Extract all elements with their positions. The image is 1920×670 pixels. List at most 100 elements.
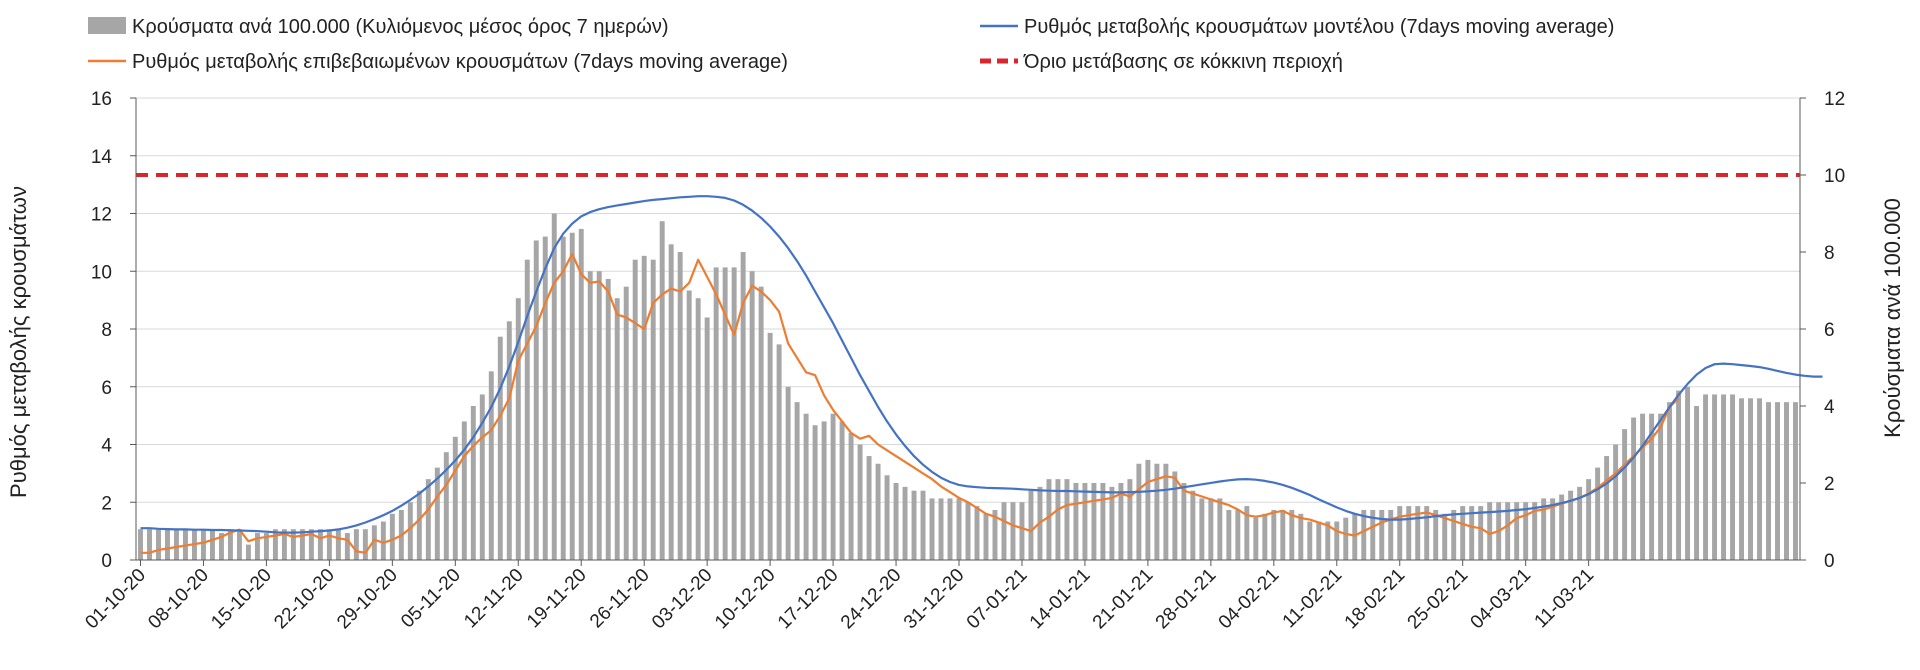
bar bbox=[1118, 483, 1124, 560]
bar bbox=[650, 259, 656, 560]
bar bbox=[344, 533, 350, 560]
bar bbox=[1064, 479, 1070, 560]
bar bbox=[1019, 502, 1025, 560]
y-right-tick-label: 8 bbox=[1824, 243, 1835, 264]
bar bbox=[884, 475, 890, 560]
bar bbox=[1739, 398, 1745, 560]
grid-layer bbox=[136, 97, 1800, 561]
bar bbox=[641, 255, 647, 560]
bar bbox=[353, 529, 359, 560]
bar bbox=[893, 483, 899, 560]
bar bbox=[1604, 456, 1610, 560]
bar bbox=[1433, 509, 1439, 560]
bar bbox=[1109, 486, 1115, 560]
bar bbox=[632, 259, 638, 560]
legend: Κρούσματα ανά 100.000 (Κυλιόμενος μέσος … bbox=[88, 16, 1614, 73]
x-tick-label: 08-10-20 bbox=[144, 565, 213, 634]
bar bbox=[767, 332, 773, 560]
x-tick-label: 05-11-20 bbox=[397, 565, 465, 633]
bar bbox=[227, 529, 233, 560]
bar bbox=[623, 286, 629, 560]
bar bbox=[992, 509, 998, 560]
y-left-tick-label: 2 bbox=[101, 493, 112, 514]
legend-label-confirmed: Ρυθμός μεταβολής επιβεβαιωμένων κρουσμάτ… bbox=[132, 51, 788, 73]
bar bbox=[488, 371, 494, 560]
bar bbox=[1757, 398, 1762, 560]
bar bbox=[452, 436, 458, 560]
x-tick-label: 11-03-21 bbox=[1531, 565, 1599, 633]
bar bbox=[209, 529, 215, 560]
y-left-tick-label: 16 bbox=[91, 89, 112, 110]
bar bbox=[1370, 509, 1376, 560]
bar bbox=[785, 386, 791, 560]
bar bbox=[1541, 498, 1547, 560]
bar bbox=[1658, 413, 1664, 560]
bar bbox=[569, 232, 575, 560]
bar bbox=[677, 252, 683, 560]
bar bbox=[1397, 506, 1403, 560]
bar bbox=[668, 244, 674, 561]
bar bbox=[1073, 483, 1079, 560]
bar bbox=[1352, 513, 1358, 560]
bar bbox=[326, 529, 332, 560]
x-tick-label: 18-02-21 bbox=[1341, 565, 1410, 634]
bar bbox=[533, 240, 539, 560]
bar bbox=[1253, 517, 1259, 560]
series-line-model bbox=[140, 195, 1823, 534]
bar bbox=[1217, 498, 1223, 560]
x-tick-label: 15-10-20 bbox=[207, 565, 276, 634]
x-tick-label: 24-12-20 bbox=[837, 565, 906, 634]
x-tick-label: 22-10-20 bbox=[270, 565, 339, 634]
bar bbox=[560, 236, 566, 560]
bar bbox=[470, 406, 476, 560]
x-tick-label: 04-03-21 bbox=[1467, 565, 1536, 634]
bar bbox=[1244, 506, 1250, 560]
y-right-tick-label: 0 bbox=[1824, 551, 1835, 572]
bar bbox=[299, 529, 305, 560]
bar bbox=[1595, 467, 1601, 560]
bar bbox=[1784, 402, 1789, 560]
bar bbox=[1208, 498, 1214, 560]
y-left-tick-label: 8 bbox=[101, 320, 112, 341]
bar bbox=[1226, 509, 1232, 560]
bar bbox=[1478, 506, 1484, 560]
bar bbox=[1766, 402, 1771, 560]
bar bbox=[1190, 490, 1196, 560]
x-tick-label: 11-02-21 bbox=[1279, 565, 1347, 633]
y-left-tick-label: 0 bbox=[101, 551, 112, 572]
bar bbox=[236, 529, 242, 560]
bar bbox=[218, 533, 224, 560]
bar bbox=[443, 452, 449, 560]
bar bbox=[1469, 506, 1475, 560]
bar bbox=[461, 421, 467, 560]
bar bbox=[1199, 498, 1205, 560]
bar bbox=[1460, 506, 1466, 560]
bar bbox=[614, 298, 620, 560]
bar bbox=[434, 467, 440, 560]
bar bbox=[1028, 490, 1034, 560]
bar bbox=[1748, 398, 1754, 560]
bar bbox=[308, 529, 314, 560]
bar bbox=[1694, 406, 1700, 560]
bar bbox=[380, 521, 386, 560]
y-left-tick-label: 14 bbox=[91, 147, 113, 168]
bar bbox=[1379, 509, 1385, 560]
bar bbox=[479, 394, 485, 560]
bar bbox=[416, 490, 422, 560]
legend-label-model: Ρυθμός μεταβολής κρουσμάτων μοντέλου (7d… bbox=[1024, 16, 1614, 38]
series-line-confirmed bbox=[140, 252, 1680, 554]
bar bbox=[578, 228, 584, 560]
bar bbox=[1631, 417, 1637, 560]
bar bbox=[1010, 502, 1016, 560]
bar bbox=[1406, 506, 1412, 560]
x-tick-label: 31-12-20 bbox=[900, 565, 969, 634]
bar bbox=[1316, 521, 1322, 560]
bar bbox=[839, 421, 845, 560]
bar bbox=[1262, 513, 1268, 560]
bar bbox=[722, 267, 728, 560]
y-left-tick-label: 6 bbox=[101, 378, 112, 399]
bar bbox=[812, 425, 818, 560]
bar bbox=[938, 498, 944, 560]
